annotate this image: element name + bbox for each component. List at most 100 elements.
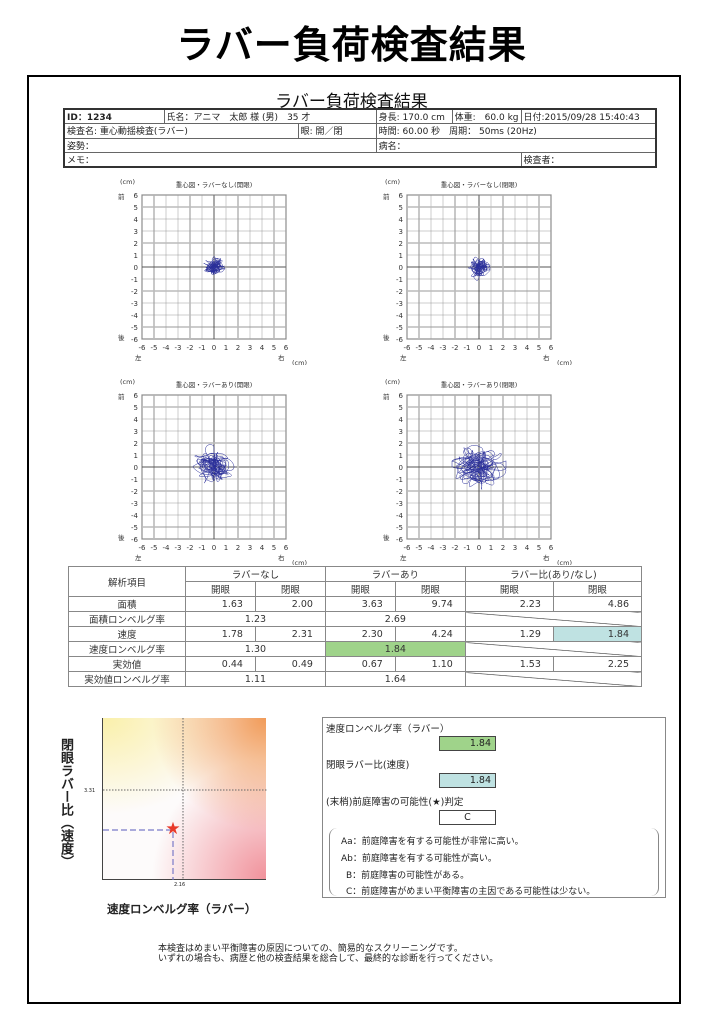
criteria-c: C：前庭障害がめまい平衡障害の主因である可能性は少ない。: [346, 887, 596, 897]
x-tick-label: -4: [163, 344, 171, 352]
x-tick-label: 2: [501, 344, 505, 352]
col-open: 開眼: [464, 581, 554, 597]
right-label: 右: [543, 553, 550, 562]
y-tick-label: -1: [396, 276, 403, 284]
x-tick-label: -5: [416, 544, 423, 552]
cell-value: 1.29: [464, 626, 554, 642]
row-label: 実効値ロンベルグ率: [68, 671, 186, 687]
y-tick-label: -2: [131, 488, 138, 496]
y-tick-label: -2: [131, 288, 138, 296]
quad-y-label: 閉眼ラバー比（速度）: [58, 738, 73, 868]
y-tick-label: 3: [134, 228, 138, 236]
cell-value: 0.44: [185, 656, 256, 672]
sway-trace: [192, 444, 235, 484]
x-unit: (cm): [557, 559, 572, 565]
left-label: 左: [400, 553, 407, 562]
y-tick-label: 0: [399, 264, 403, 272]
ratio-label: 閉眼ラバー比(速度): [326, 760, 410, 771]
y-tick-label: -1: [396, 476, 403, 484]
x-tick-label: -1: [199, 344, 206, 352]
x-tick-label: 4: [260, 544, 265, 552]
x-tick-label: 0: [212, 344, 216, 352]
cell-value: 4.86: [552, 596, 643, 612]
y-tick-label: -2: [396, 488, 403, 496]
cell-value: 9.74: [394, 596, 466, 612]
y-tick-label: 3: [399, 428, 403, 436]
empty-diagonal-cell: [464, 671, 643, 687]
col-open: 開眼: [185, 581, 256, 597]
y-tick-label: 3: [399, 228, 403, 236]
star-guide-lines: [103, 829, 174, 880]
y-tick-label: 1: [399, 252, 403, 260]
y-unit: (cm): [385, 378, 400, 386]
quad-x-label: 速度ロンベルグ率（ラバー）: [107, 902, 257, 916]
x-tick-label: -5: [416, 344, 423, 352]
y-tick-label: 0: [399, 464, 403, 472]
row-label: 面積: [68, 596, 186, 612]
y-tick-label: -1: [131, 276, 138, 284]
col-closed: 閉眼: [254, 581, 326, 597]
exam-time: 時間: 60.00 秒 周期： 50ms (20Hz): [375, 123, 657, 139]
col-closed: 閉眼: [552, 581, 643, 597]
criteria-b: B：前庭障害の可能性がある。: [346, 871, 470, 881]
x-tick-label: 6: [549, 344, 554, 352]
sway-trace: [203, 256, 226, 275]
table-row: 実効値ロンベルグ率 1.11 1.64: [68, 671, 643, 687]
table-row: 面積ロンベルグ率 1.23 2.69: [68, 611, 643, 627]
x-tick-label: 3: [513, 344, 517, 352]
x-tick-label: -1: [464, 544, 471, 552]
table-row: 速度ロンベルグ率 1.30 1.84: [68, 641, 643, 657]
plot-title: 重心図・ラバーあり(閉眼): [441, 381, 518, 389]
y-tick-label: -3: [396, 300, 403, 308]
footer-line-1: 本検査はめまい平衡障害の原因についての、簡易的なスクリーニングです。: [158, 944, 463, 954]
x-tick-label: -4: [428, 544, 436, 552]
y-tick-label: 0: [134, 464, 138, 472]
y-tick-label: 5: [134, 204, 138, 212]
x-tick-label: 4: [525, 544, 530, 552]
y-tick-label: -6: [131, 536, 139, 544]
empty-diagonal-cell: [464, 611, 643, 627]
x-tick-label: -2: [452, 544, 459, 552]
group-rubber: ラバーあり: [324, 566, 466, 582]
x-tick-label: 2: [236, 544, 240, 552]
x-unit: (cm): [557, 359, 572, 365]
cell-value: 1.53: [464, 656, 554, 672]
patient-name: 氏名：アニマ 太郎 様 (男) 35 才: [163, 108, 377, 124]
cell-value: 0.49: [254, 656, 326, 672]
table-row: 実効値 0.44 0.49 0.67 1.10 1.53 2.25: [68, 656, 643, 672]
y-tick-label: 3: [134, 428, 138, 436]
y-tick-label: -5: [396, 524, 403, 532]
header-item: 解析項目: [68, 566, 186, 597]
cell-value: 2.25: [552, 656, 643, 672]
cell-value: 1.30: [185, 641, 326, 657]
right-label: 右: [278, 553, 285, 562]
x-tick-label: -3: [440, 544, 447, 552]
x-tick-label: -6: [404, 344, 412, 352]
x-tick-label: 5: [272, 544, 276, 552]
sway-trace: [451, 444, 507, 490]
right-label: 右: [278, 353, 285, 362]
col-closed: 閉眼: [394, 581, 466, 597]
x-tick-label: 3: [248, 344, 252, 352]
y-tick-label: 6: [134, 192, 139, 200]
cell-value: 4.24: [394, 626, 466, 642]
x-tick-label: -3: [175, 544, 182, 552]
x-tick-label: 6: [284, 344, 289, 352]
y-tick-label: 0: [134, 264, 138, 272]
table-row: 面積 1.63 2.00 3.63 9.74 2.23 4.86: [68, 596, 643, 612]
front-label: 前: [118, 192, 125, 201]
criteria-aa: Aa：前庭障害を有する可能性が非常に高い。: [341, 837, 524, 847]
y-tick-label: 2: [134, 440, 138, 448]
criteria-bracket: [329, 828, 659, 896]
criteria-ab: Ab：前庭障害を有する可能性が高い。: [341, 854, 497, 864]
x-tick-label: -2: [187, 544, 194, 552]
cell-value: 1.78: [185, 626, 256, 642]
col-open: 開眼: [324, 581, 396, 597]
y-tick-label: 1: [399, 452, 403, 460]
cell-value: 1.63: [185, 596, 256, 612]
x-tick-label: -6: [139, 544, 147, 552]
y-tick-label: -3: [131, 300, 138, 308]
y-tick-label: -3: [396, 500, 403, 508]
patient-height: 身長: 170.0 cm: [375, 108, 453, 124]
y-tick-label: -4: [131, 512, 139, 520]
